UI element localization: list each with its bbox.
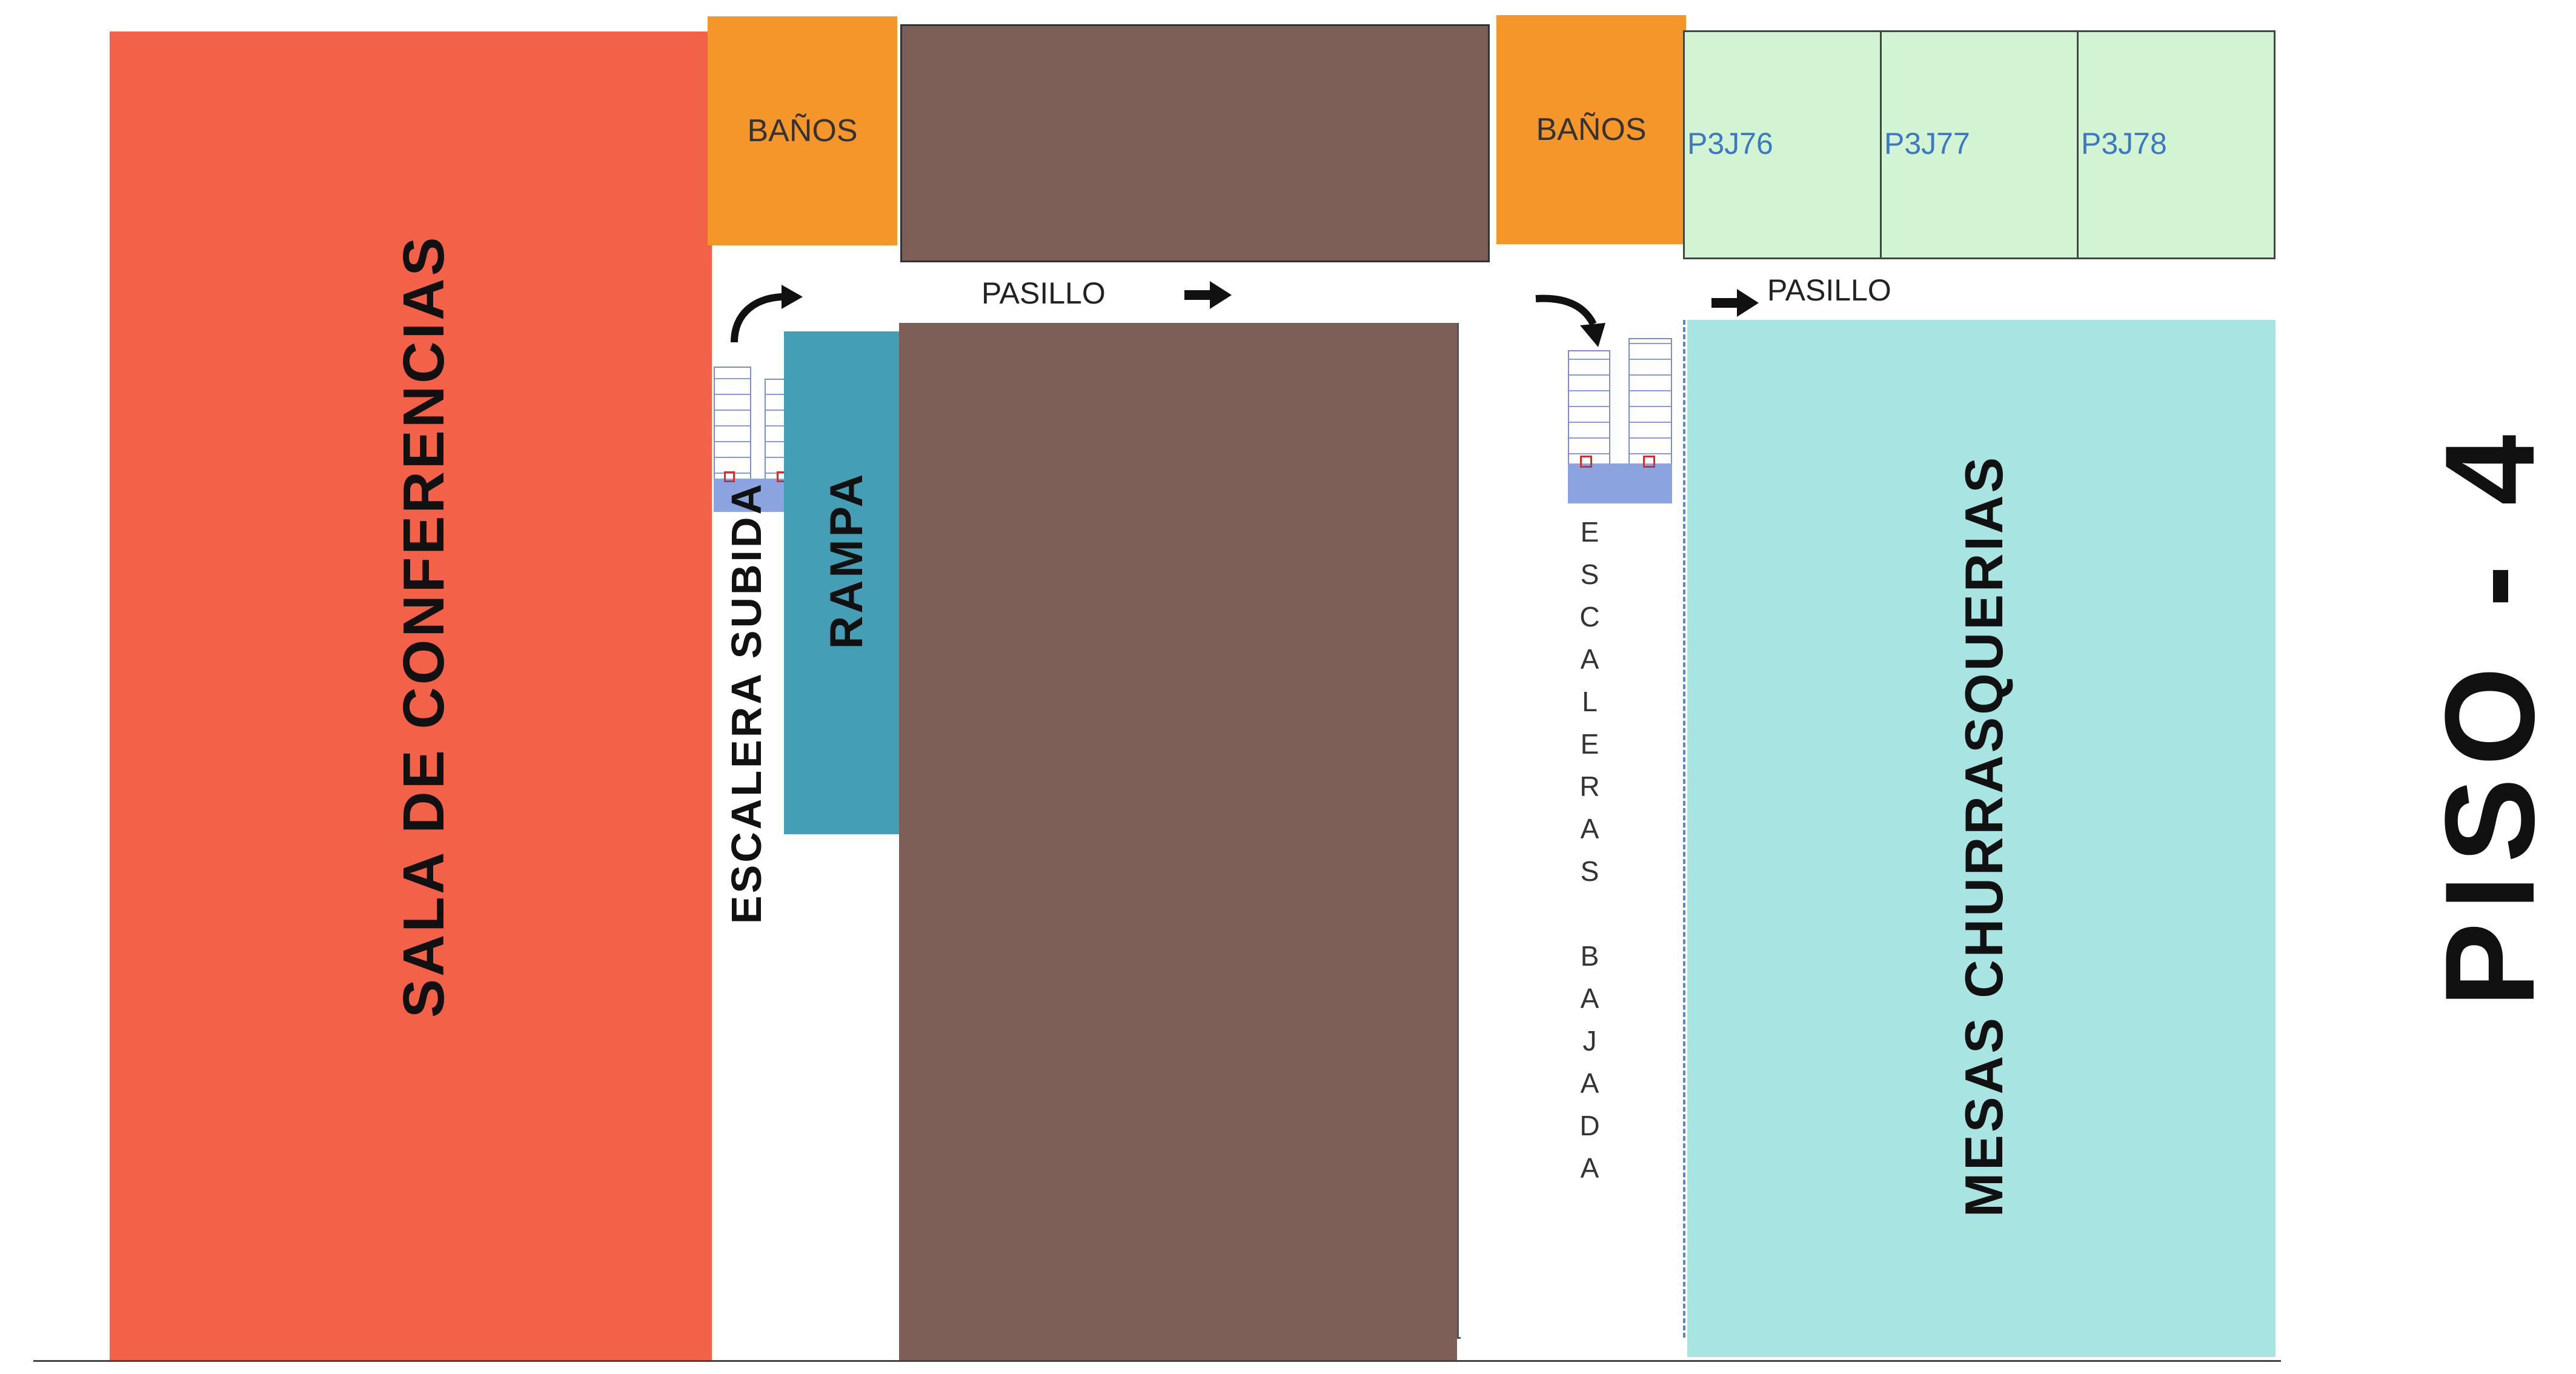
bathroom-right-label: BAÑOS bbox=[1536, 112, 1647, 147]
bathroom-left: BAÑOS bbox=[708, 16, 897, 245]
tables-area-edge bbox=[1683, 320, 1687, 1338]
stairs-down-marker-icon bbox=[1643, 456, 1655, 468]
curved-arrow-up-icon bbox=[731, 285, 803, 343]
floor-baseline bbox=[33, 1360, 2281, 1362]
corridor-right-label: PASILLO bbox=[1767, 273, 1891, 307]
stairs-down-landing bbox=[1568, 463, 1672, 503]
blocked-area-top bbox=[900, 24, 1490, 262]
letter: C bbox=[1579, 601, 1601, 632]
letter: E bbox=[1580, 516, 1601, 548]
shop-label: P3J78 bbox=[2081, 127, 2167, 161]
tables-area-label: MESAS CHURRASQUERIAS bbox=[1954, 454, 2014, 1218]
stairs-down-right-flight bbox=[1628, 338, 1672, 471]
letter: A bbox=[1580, 813, 1601, 845]
letter: J bbox=[1582, 1025, 1598, 1057]
ramp-label: RAMPA bbox=[821, 471, 872, 649]
letter: A bbox=[1580, 1152, 1601, 1184]
letter: D bbox=[1579, 1110, 1601, 1141]
shop-label: P3J77 bbox=[1884, 127, 1970, 161]
stairs-down-left-flight bbox=[1568, 350, 1610, 471]
floor-label: PISO - 4 bbox=[2418, 422, 2561, 1007]
shop-p3j76[interactable]: P3J76 bbox=[1685, 32, 1882, 257]
letter: A bbox=[1580, 643, 1601, 675]
stairs-up-marker-icon bbox=[724, 471, 735, 482]
stairs-down-marker-icon bbox=[1580, 456, 1592, 468]
arrow-right-icon bbox=[1184, 281, 1232, 309]
letter: B bbox=[1580, 940, 1601, 972]
bathroom-left-label: BAÑOS bbox=[747, 113, 858, 148]
letter: S bbox=[1580, 855, 1601, 887]
tables-area bbox=[1687, 320, 2276, 1357]
letter: R bbox=[1579, 771, 1601, 802]
shops-row: P3J76 P3J77 P3J78 bbox=[1683, 30, 2276, 259]
shop-p3j78[interactable]: P3J78 bbox=[2079, 32, 2274, 257]
conference-room-label: SALA DE CONFERENCIAS bbox=[391, 234, 456, 1018]
shop-p3j77[interactable]: P3J77 bbox=[1882, 32, 2079, 257]
stairs-up-label: ESCALERA SUBIDA bbox=[723, 481, 770, 924]
letter: S bbox=[1580, 559, 1601, 590]
bathroom-right: BAÑOS bbox=[1496, 15, 1686, 244]
blocked-area-main-edge bbox=[1457, 323, 1461, 1339]
curved-arrow-down-icon bbox=[1535, 294, 1605, 347]
blocked-area-main bbox=[899, 323, 1457, 1360]
corridor-left-label: PASILLO bbox=[981, 276, 1106, 310]
shop-label: P3J76 bbox=[1687, 127, 1773, 161]
conference-room bbox=[110, 32, 712, 1361]
letter: A bbox=[1580, 983, 1601, 1014]
ramp bbox=[784, 331, 899, 834]
letter: L bbox=[1582, 686, 1599, 717]
letter: A bbox=[1580, 1067, 1601, 1099]
stairs-up-left-flight bbox=[714, 367, 751, 491]
letter: E bbox=[1580, 728, 1601, 760]
stairs-down-label: E S C A L E R A S B A J A D A bbox=[1572, 511, 1608, 1189]
arrow-right-icon bbox=[1711, 289, 1759, 317]
